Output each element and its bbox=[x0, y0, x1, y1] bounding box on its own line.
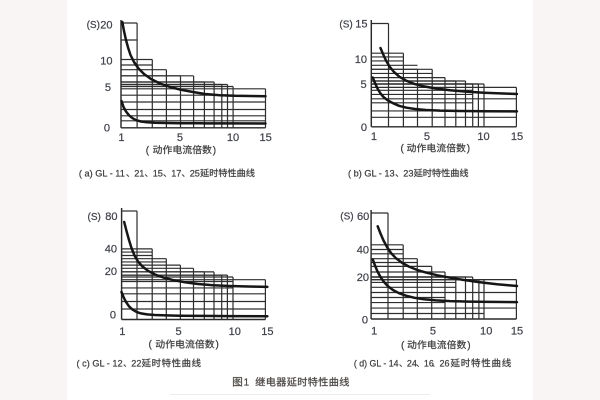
svg-text:0: 0 bbox=[362, 315, 368, 327]
svg-text:1: 1 bbox=[118, 132, 124, 144]
svg-text:5: 5 bbox=[105, 82, 111, 94]
svg-text:40: 40 bbox=[105, 244, 117, 256]
svg-text:10: 10 bbox=[480, 325, 492, 337]
svg-text:10: 10 bbox=[100, 55, 112, 67]
svg-text:5: 5 bbox=[176, 326, 182, 338]
svg-text:25: 25 bbox=[190, 168, 200, 178]
svg-text:5: 5 bbox=[177, 132, 183, 144]
svg-text:26: 26 bbox=[440, 358, 450, 368]
svg-text:16: 16 bbox=[424, 358, 434, 368]
svg-text:1: 1 bbox=[371, 325, 377, 337]
svg-text:(S): (S) bbox=[87, 20, 100, 31]
svg-text:1: 1 bbox=[371, 131, 377, 143]
svg-text:): ) bbox=[216, 340, 219, 351]
svg-text:5: 5 bbox=[424, 131, 430, 143]
svg-text:0: 0 bbox=[361, 122, 367, 134]
svg-text:( c) GL - 12: ( c) GL - 12 bbox=[77, 358, 123, 368]
svg-text:(S): (S) bbox=[88, 212, 101, 223]
svg-text:15: 15 bbox=[355, 18, 367, 30]
svg-text:21: 21 bbox=[134, 168, 144, 178]
svg-text:): ) bbox=[467, 340, 470, 351]
svg-text:15: 15 bbox=[153, 168, 163, 178]
svg-text:0: 0 bbox=[104, 122, 110, 134]
svg-text:22: 22 bbox=[131, 358, 141, 368]
svg-text:15: 15 bbox=[511, 131, 523, 143]
svg-text:15: 15 bbox=[259, 132, 271, 144]
svg-text:( d) GL - 14: ( d) GL - 14 bbox=[354, 358, 399, 368]
svg-text:(: ( bbox=[401, 340, 405, 351]
svg-text:(: ( bbox=[401, 144, 405, 155]
svg-text:(: ( bbox=[149, 340, 153, 351]
svg-text:20: 20 bbox=[100, 20, 112, 32]
svg-text:(S): (S) bbox=[339, 20, 352, 31]
svg-text:5: 5 bbox=[360, 79, 366, 91]
svg-text:24: 24 bbox=[407, 358, 417, 368]
svg-text:23: 23 bbox=[403, 168, 413, 178]
svg-text:5: 5 bbox=[430, 325, 436, 337]
svg-text:( b) GL - 13: ( b) GL - 13 bbox=[348, 168, 395, 178]
svg-text:1: 1 bbox=[119, 326, 125, 338]
svg-text:15: 15 bbox=[511, 325, 523, 337]
svg-text:1: 1 bbox=[244, 378, 249, 389]
svg-text:40: 40 bbox=[357, 244, 369, 256]
svg-text:15: 15 bbox=[261, 326, 273, 338]
svg-text:17: 17 bbox=[171, 168, 181, 178]
svg-text:(: ( bbox=[146, 145, 150, 156]
svg-text:(S): (S) bbox=[340, 211, 353, 222]
svg-text:20: 20 bbox=[357, 272, 369, 284]
svg-text:10: 10 bbox=[477, 131, 489, 143]
svg-text:): ) bbox=[213, 145, 216, 156]
svg-text:): ) bbox=[467, 144, 470, 155]
svg-text:60: 60 bbox=[357, 211, 369, 223]
svg-text:80: 80 bbox=[105, 211, 117, 223]
svg-text:0: 0 bbox=[110, 309, 116, 321]
svg-text:10: 10 bbox=[355, 54, 367, 66]
svg-text:( a) GL - 11: ( a) GL - 11 bbox=[79, 168, 125, 178]
svg-text:10: 10 bbox=[227, 132, 239, 144]
svg-text:10: 10 bbox=[229, 326, 241, 338]
svg-text:20: 20 bbox=[105, 266, 117, 278]
